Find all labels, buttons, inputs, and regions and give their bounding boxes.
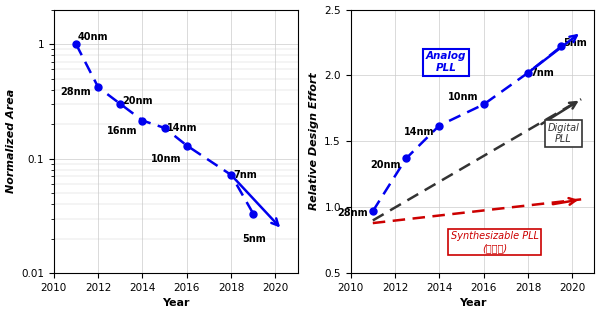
Text: Digital
PLL: Digital PLL	[547, 123, 580, 144]
Text: 20nm: 20nm	[371, 160, 401, 170]
Text: 5nm: 5nm	[563, 37, 587, 47]
Text: 7nm: 7nm	[530, 68, 554, 78]
Text: 10nm: 10nm	[151, 154, 182, 164]
X-axis label: Year: Year	[459, 298, 486, 308]
X-axis label: Year: Year	[162, 298, 190, 308]
Text: 28nm: 28nm	[337, 208, 368, 218]
Text: Synthesizable PLL
(本成果): Synthesizable PLL (本成果)	[451, 231, 539, 253]
Text: 14nm: 14nm	[167, 123, 197, 133]
Text: 20nm: 20nm	[122, 96, 153, 106]
Text: 7nm: 7nm	[233, 170, 257, 180]
Text: 16nm: 16nm	[107, 126, 137, 136]
Text: 28nm: 28nm	[61, 87, 91, 97]
Text: 40nm: 40nm	[78, 32, 108, 42]
Text: 5nm: 5nm	[242, 234, 266, 244]
Y-axis label: Normalized Area: Normalized Area	[5, 89, 16, 193]
Text: 10nm: 10nm	[448, 92, 479, 101]
Text: 14nm: 14nm	[404, 127, 434, 137]
Text: Analog
PLL: Analog PLL	[426, 51, 466, 73]
Y-axis label: Relative Design Effort: Relative Design Effort	[309, 73, 319, 210]
